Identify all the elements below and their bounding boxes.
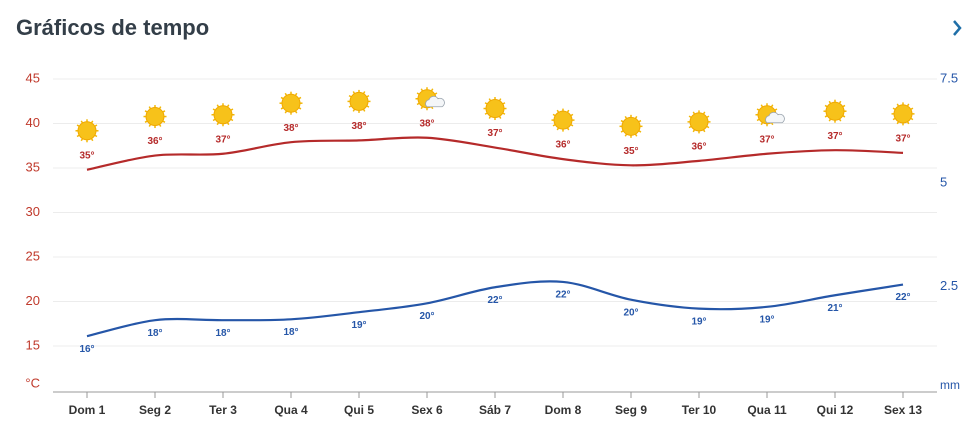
cloud — [425, 95, 445, 108]
y-axis-label: °C — [25, 375, 40, 390]
x-tick-label: Sex 6 — [411, 403, 443, 417]
value-label: 36° — [691, 142, 706, 153]
y2-axis-label: mm — [940, 378, 960, 392]
value-label: 18° — [147, 328, 162, 339]
y2-tick-label: 5 — [940, 174, 947, 189]
value-label: 16° — [79, 344, 94, 355]
value-label: 37° — [487, 128, 502, 139]
weather-icon — [347, 89, 371, 113]
y-tick-label: 20 — [26, 293, 40, 308]
value-label: 18° — [283, 327, 298, 338]
weather-icon — [687, 110, 711, 134]
value-label: 38° — [419, 118, 434, 129]
sun — [689, 112, 709, 132]
value-label: 21° — [827, 303, 842, 314]
value-label: 22° — [555, 290, 570, 301]
weather-icon — [483, 97, 507, 121]
x-tick-label: Dom 8 — [545, 403, 582, 417]
y-tick-label: 30 — [26, 204, 40, 219]
y2-tick-label: 7.5 — [940, 70, 958, 85]
y-tick-label: 15 — [26, 337, 40, 352]
next-arrow[interactable] — [953, 20, 962, 36]
value-label: 37° — [895, 134, 910, 145]
chart-title: Gráficos de tempo — [16, 15, 209, 40]
value-label: 35° — [623, 146, 638, 157]
temperature-line — [86, 136, 904, 171]
y-tick-label: 40 — [26, 115, 40, 130]
sun — [213, 105, 233, 125]
weather-icon — [143, 105, 167, 129]
value-label: 19° — [759, 314, 774, 325]
y2-tick-label: 2.5 — [940, 278, 958, 293]
cloud — [765, 111, 785, 124]
value-label: 37° — [215, 134, 230, 145]
x-tick-label: Qua 11 — [747, 403, 787, 417]
value-label: 36° — [147, 136, 162, 147]
weather-icon — [891, 102, 915, 126]
value-label: 35° — [79, 150, 94, 161]
x-tick-label: Seg 9 — [615, 403, 647, 417]
value-label: 22° — [895, 292, 910, 303]
x-tick-label: Dom 1 — [69, 403, 106, 417]
y-tick-label: 25 — [26, 248, 40, 263]
y-tick-label: 35 — [26, 159, 40, 174]
sun — [553, 110, 573, 130]
temperature-line — [86, 280, 904, 338]
x-tick-label: Qui 12 — [817, 403, 854, 417]
weather-icon — [755, 103, 785, 127]
weather-icon — [279, 91, 303, 115]
weather-icon — [415, 87, 445, 111]
value-label: 36° — [555, 140, 570, 151]
value-label: 37° — [759, 134, 774, 145]
weather-icon — [619, 114, 643, 138]
x-tick-label: Sáb 7 — [479, 403, 511, 417]
value-label: 38° — [351, 121, 366, 132]
y-tick-label: 45 — [26, 70, 40, 85]
sun — [349, 91, 369, 111]
x-tick-label: Sex 13 — [884, 403, 922, 417]
sun — [825, 101, 845, 121]
value-label: 38° — [283, 123, 298, 134]
sun — [77, 121, 97, 141]
value-label: 22° — [487, 295, 502, 306]
weather-icon — [211, 103, 235, 127]
x-tick-label: Ter 3 — [209, 403, 237, 417]
value-label: 20° — [419, 311, 434, 322]
sun — [281, 93, 301, 113]
weather-icon — [823, 99, 847, 123]
sun — [621, 116, 641, 136]
value-label: 20° — [623, 307, 638, 318]
sun — [485, 99, 505, 119]
value-label: 37° — [827, 131, 842, 142]
sun — [893, 104, 913, 124]
weather-icon — [75, 119, 99, 143]
x-tick-label: Seg 2 — [139, 403, 171, 417]
weather-icon — [551, 108, 575, 132]
x-tick-label: Qui 5 — [344, 403, 374, 417]
value-label: 18° — [215, 328, 230, 339]
x-tick-label: Ter 10 — [682, 403, 717, 417]
value-label: 19° — [351, 320, 366, 331]
value-label: 19° — [691, 316, 706, 327]
sun — [145, 107, 165, 127]
x-tick-label: Qua 4 — [274, 403, 308, 417]
